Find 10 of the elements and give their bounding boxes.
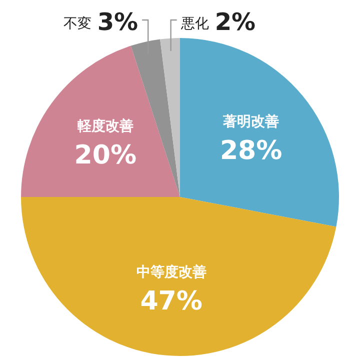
data-label: 20% (74, 140, 137, 171)
data-label: 47% (140, 286, 202, 317)
data-label: 28% (220, 136, 282, 166)
data-label: 3% (97, 8, 138, 36)
slice-label: 軽度改善 (76, 117, 134, 134)
data-label: 2% (214, 8, 256, 36)
slice-label: 著明改善 (222, 112, 280, 130)
slice-label: 中等度改善 (136, 263, 206, 280)
slice-label: 悪化 (180, 16, 209, 32)
slice-label: 不変 (63, 16, 92, 32)
